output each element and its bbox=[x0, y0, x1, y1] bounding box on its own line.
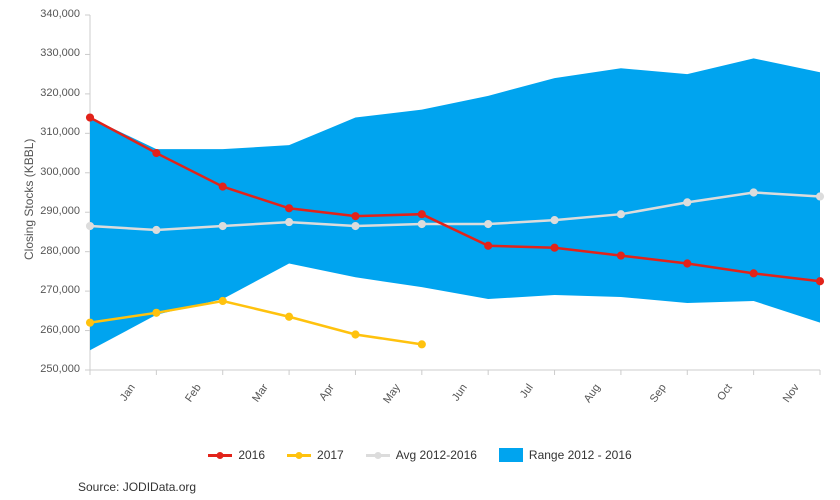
legend-line bbox=[208, 454, 232, 457]
legend-line bbox=[287, 454, 311, 457]
chart-container: Closing Stocks (KBBL) 250,000260,000270,… bbox=[0, 0, 840, 500]
legend-label: 2016 bbox=[238, 448, 265, 462]
source-attribution: Source: JODIData.org bbox=[78, 480, 196, 494]
legend-marker bbox=[217, 452, 224, 459]
legend-swatch bbox=[499, 448, 523, 462]
legend: 2016 2017 Avg 2012-2016 Range 2012 - 2016 bbox=[0, 448, 840, 462]
legend-item-s2016: 2016 bbox=[208, 448, 265, 462]
legend-label: Range 2012 - 2016 bbox=[529, 448, 632, 462]
legend-label: Avg 2012-2016 bbox=[396, 448, 477, 462]
legend-item-avg: Avg 2012-2016 bbox=[366, 448, 477, 462]
legend-item-s2017: 2017 bbox=[287, 448, 344, 462]
plot-area bbox=[0, 0, 840, 500]
legend-item-range: Range 2012 - 2016 bbox=[499, 448, 632, 462]
legend-marker bbox=[374, 452, 381, 459]
legend-label: 2017 bbox=[317, 448, 344, 462]
legend-line bbox=[366, 454, 390, 457]
legend-marker bbox=[296, 452, 303, 459]
